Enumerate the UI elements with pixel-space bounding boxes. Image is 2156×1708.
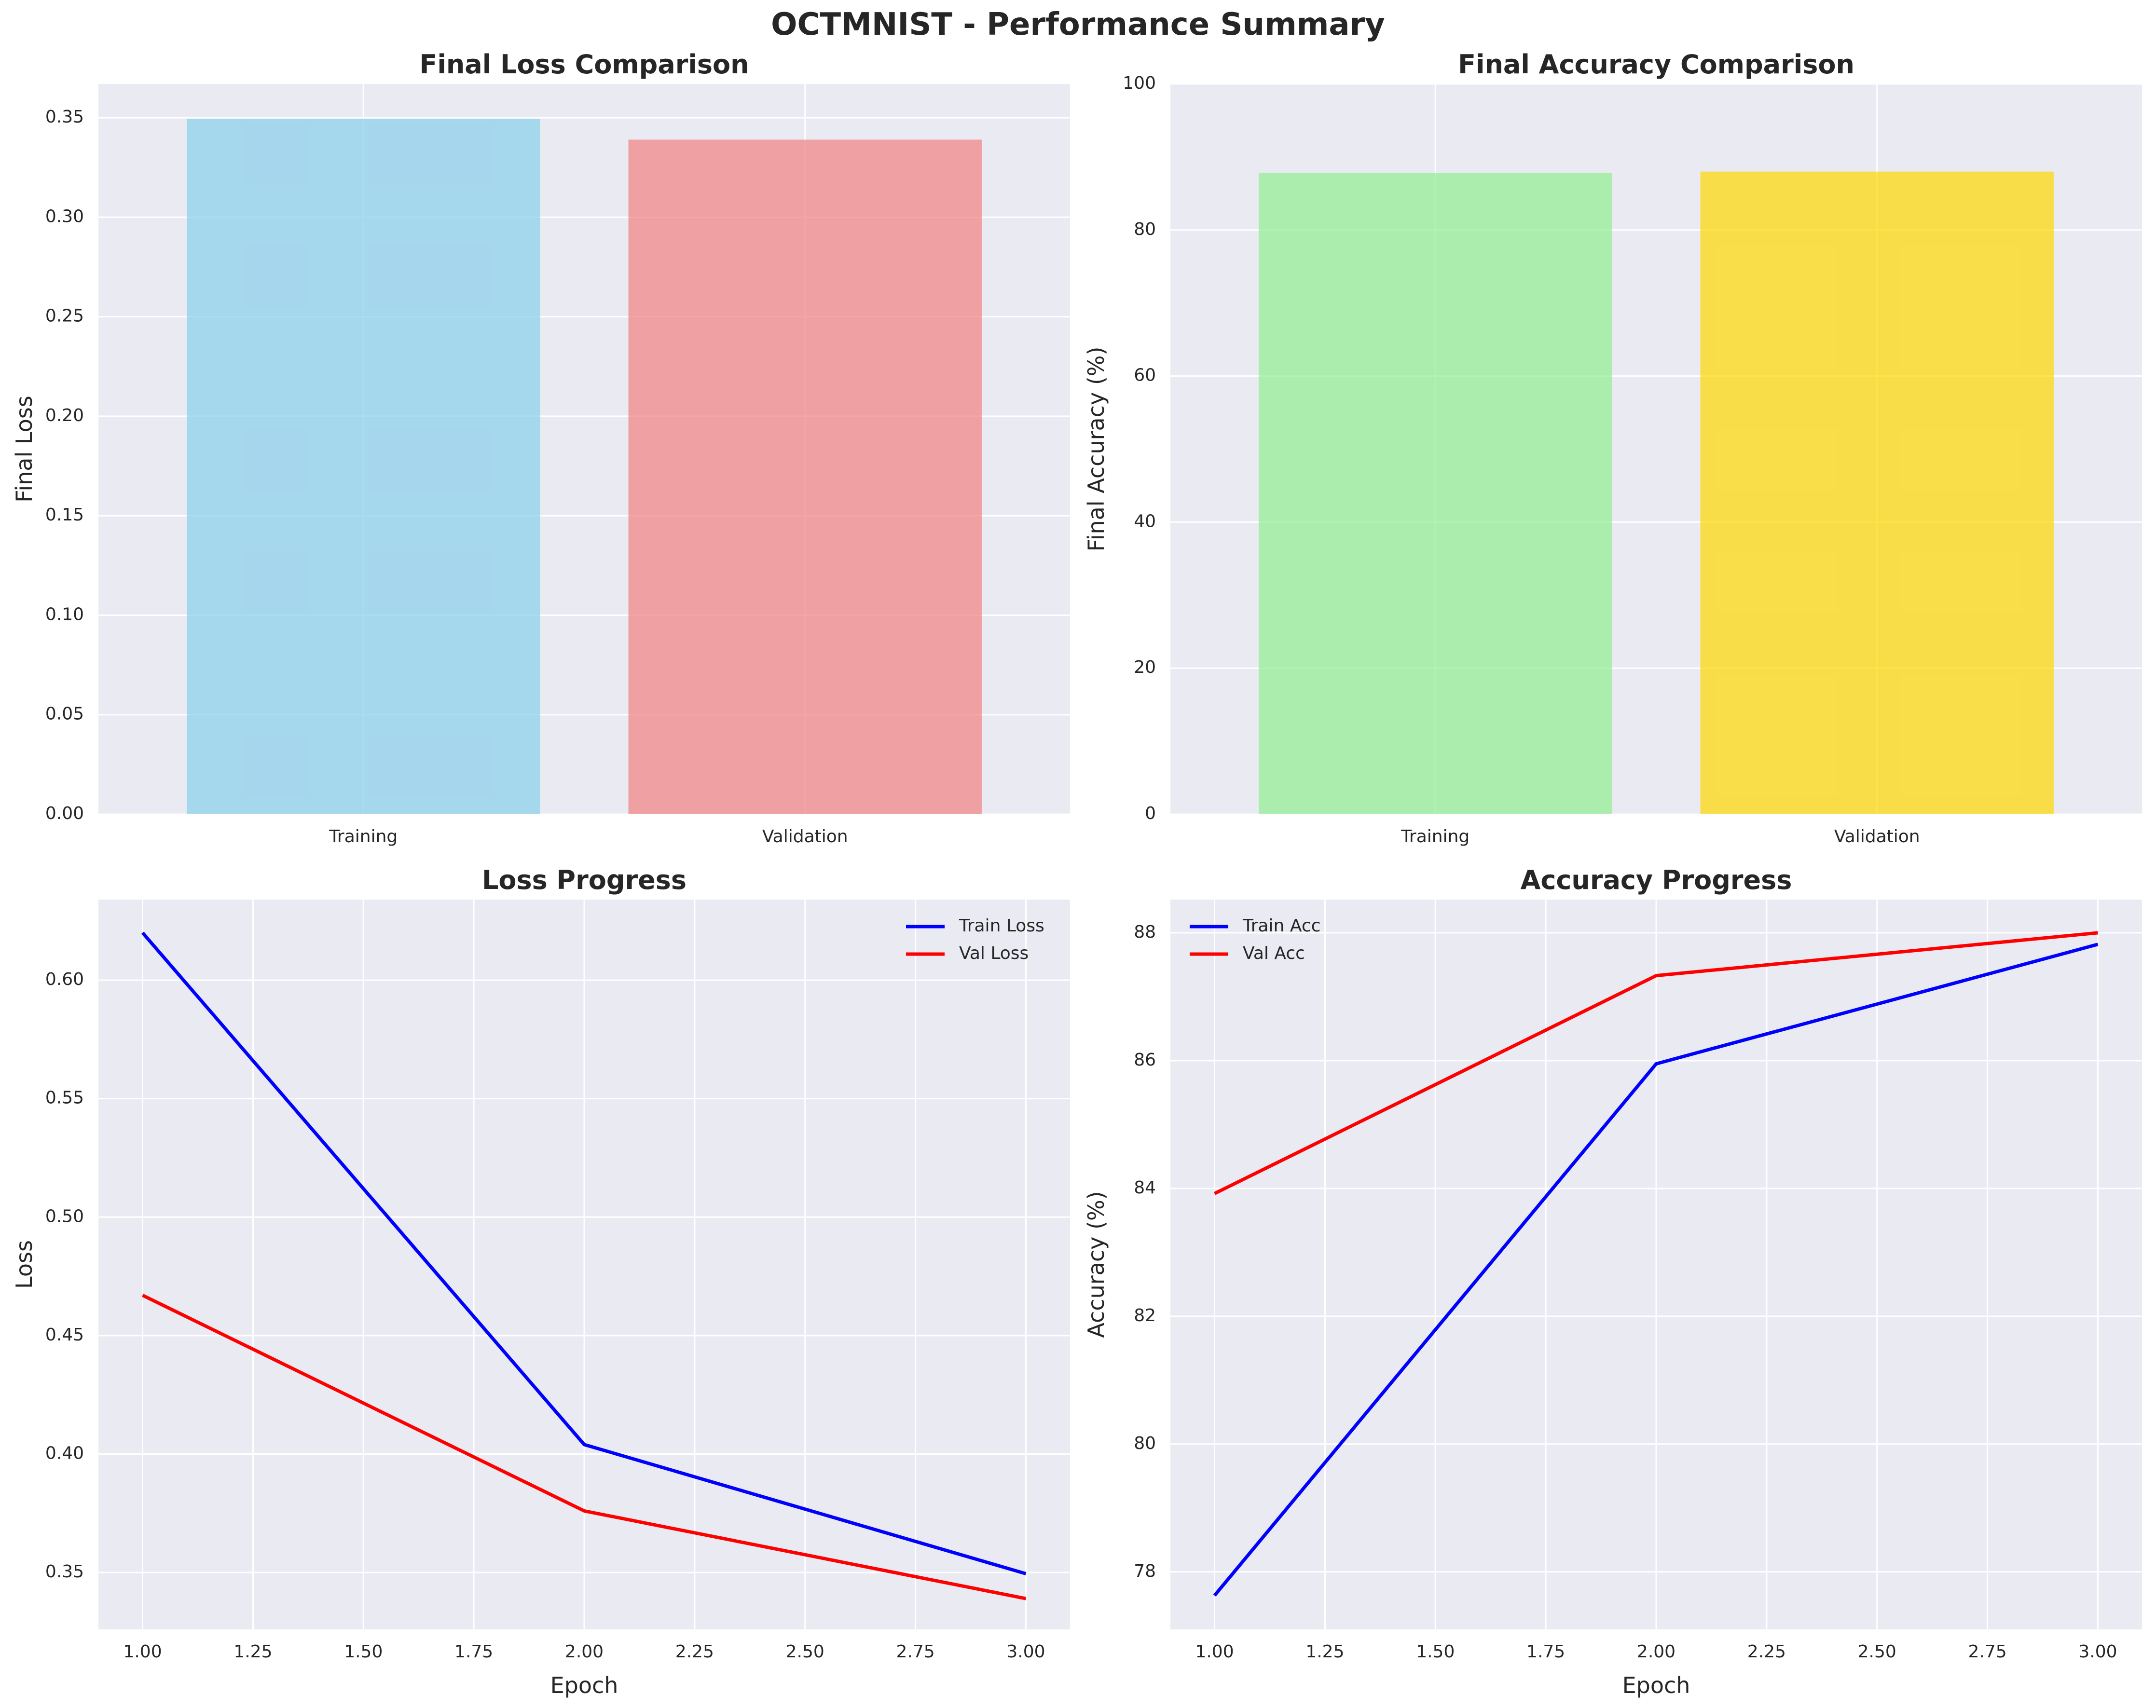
figure-title: OCTMNIST - Performance Summary <box>771 7 1385 42</box>
subplot-title: Accuracy Progress <box>1521 865 1792 895</box>
x-tick-label: Training <box>329 827 398 847</box>
bar-validation <box>1700 171 2054 815</box>
x-tick-label: 1.50 <box>344 1642 383 1662</box>
y-tick-label: 0.05 <box>45 704 84 724</box>
y-tick-label: 0.50 <box>45 1206 84 1226</box>
y-tick-label: 86 <box>1134 1050 1156 1070</box>
y-tick-label: 0 <box>1145 804 1156 823</box>
x-tick-label: 1.75 <box>1526 1642 1565 1662</box>
y-tick-label: 60 <box>1134 366 1156 385</box>
subplot-final-loss: 0.00 0.05 0.10 0.15 0.20 0.25 0.30 0.35 Training… <box>11 49 1070 847</box>
y-tick-label: 0.60 <box>45 970 84 989</box>
x-tick-label: 2.00 <box>565 1642 604 1662</box>
x-tick-label: 2.25 <box>1747 1642 1786 1662</box>
x-tick-label: Validation <box>762 827 848 847</box>
y-tick-label: 0.55 <box>45 1088 84 1108</box>
legend: Train Acc Val Acc <box>1190 916 1320 963</box>
x-tick-label: 2.00 <box>1637 1642 1675 1662</box>
y-tick-label: 0.35 <box>45 107 84 127</box>
y-axis-label: Final Loss <box>11 396 37 503</box>
y-tick-label: 0.30 <box>45 206 84 226</box>
x-tick-label: 2.75 <box>896 1642 935 1662</box>
y-tick-label: 84 <box>1134 1178 1156 1198</box>
x-tick-label: Validation <box>1834 827 1920 847</box>
x-tick-label: 3.00 <box>2078 1642 2117 1662</box>
subplot-accuracy-progress: 78 80 82 84 86 88 1.00 1.25 1.50 1.75 2.00 2.25 2.50… <box>1083 865 2142 1698</box>
x-tick-label: 3.00 <box>1006 1642 1045 1662</box>
x-tick-label: 1.00 <box>1195 1642 1234 1662</box>
y-axis-label: Final Accuracy (%) <box>1083 347 1109 552</box>
legend: Train Loss Val Loss <box>906 916 1044 963</box>
y-tick-label: 80 <box>1134 1434 1156 1453</box>
subplot-title: Loss Progress <box>482 865 687 895</box>
legend-label: Val Acc <box>1243 943 1305 963</box>
y-tick-label: 20 <box>1134 657 1156 677</box>
x-axis-label: Epoch <box>1622 1672 1690 1698</box>
y-tick-label: 40 <box>1134 511 1156 531</box>
y-tick-label: 0.40 <box>45 1443 84 1463</box>
y-tick-label: 80 <box>1134 219 1156 239</box>
y-tick-label: 100 <box>1123 73 1156 93</box>
x-axis-label: Epoch <box>550 1672 618 1698</box>
series-line-train-loss <box>141 931 1027 1575</box>
y-tick-label: 88 <box>1134 922 1156 942</box>
series-line-val-acc <box>1213 931 2098 1195</box>
x-tick-label: 2.25 <box>675 1642 714 1662</box>
x-tick-label: 1.25 <box>233 1642 272 1662</box>
legend-label: Train Acc <box>1242 916 1320 936</box>
y-tick-label: 0.00 <box>45 804 84 823</box>
legend-label: Val Loss <box>959 943 1029 963</box>
x-tick-label: 1.50 <box>1416 1642 1455 1662</box>
y-tick-label: 0.10 <box>45 604 84 624</box>
y-axis-label: Accuracy (%) <box>1083 1191 1109 1338</box>
x-tick-label: 1.00 <box>123 1642 162 1662</box>
bar-training <box>187 119 540 814</box>
subplot-title: Final Loss Comparison <box>419 49 749 80</box>
x-tick-label: 1.75 <box>454 1642 493 1662</box>
series-line-val-loss <box>142 1294 1027 1600</box>
x-tick-label: 2.50 <box>786 1642 824 1662</box>
subplot-title: Final Accuracy Comparison <box>1458 49 1854 80</box>
series-line-train-acc <box>1213 943 2099 1597</box>
y-tick-label: 0.45 <box>45 1325 84 1345</box>
x-tick-label: 2.75 <box>1968 1642 2007 1662</box>
subplot-final-accuracy: 0 20 40 60 80 100 Training Validation Final Accu… <box>1083 49 2142 847</box>
y-tick-label: 0.15 <box>45 505 84 525</box>
x-tick-label: 1.25 <box>1305 1642 1344 1662</box>
legend-label: Train Loss <box>959 916 1044 936</box>
bar-training <box>1259 173 1612 814</box>
x-tick-label: Training <box>1401 827 1469 847</box>
y-tick-label: 0.25 <box>45 306 84 326</box>
y-tick-label: 0.35 <box>45 1562 84 1582</box>
y-tick-label: 78 <box>1134 1561 1156 1581</box>
subplot-loss-progress: 0.35 0.40 0.45 0.50 0.55 0.60 1.00 1.25 1.50 1.75… <box>11 865 1070 1698</box>
y-tick-label: 82 <box>1134 1306 1156 1325</box>
bar-validation <box>628 139 982 814</box>
x-tick-label: 2.50 <box>1858 1642 1896 1662</box>
y-axis-label: Loss <box>11 1240 37 1289</box>
y-tick-label: 0.20 <box>45 406 84 425</box>
